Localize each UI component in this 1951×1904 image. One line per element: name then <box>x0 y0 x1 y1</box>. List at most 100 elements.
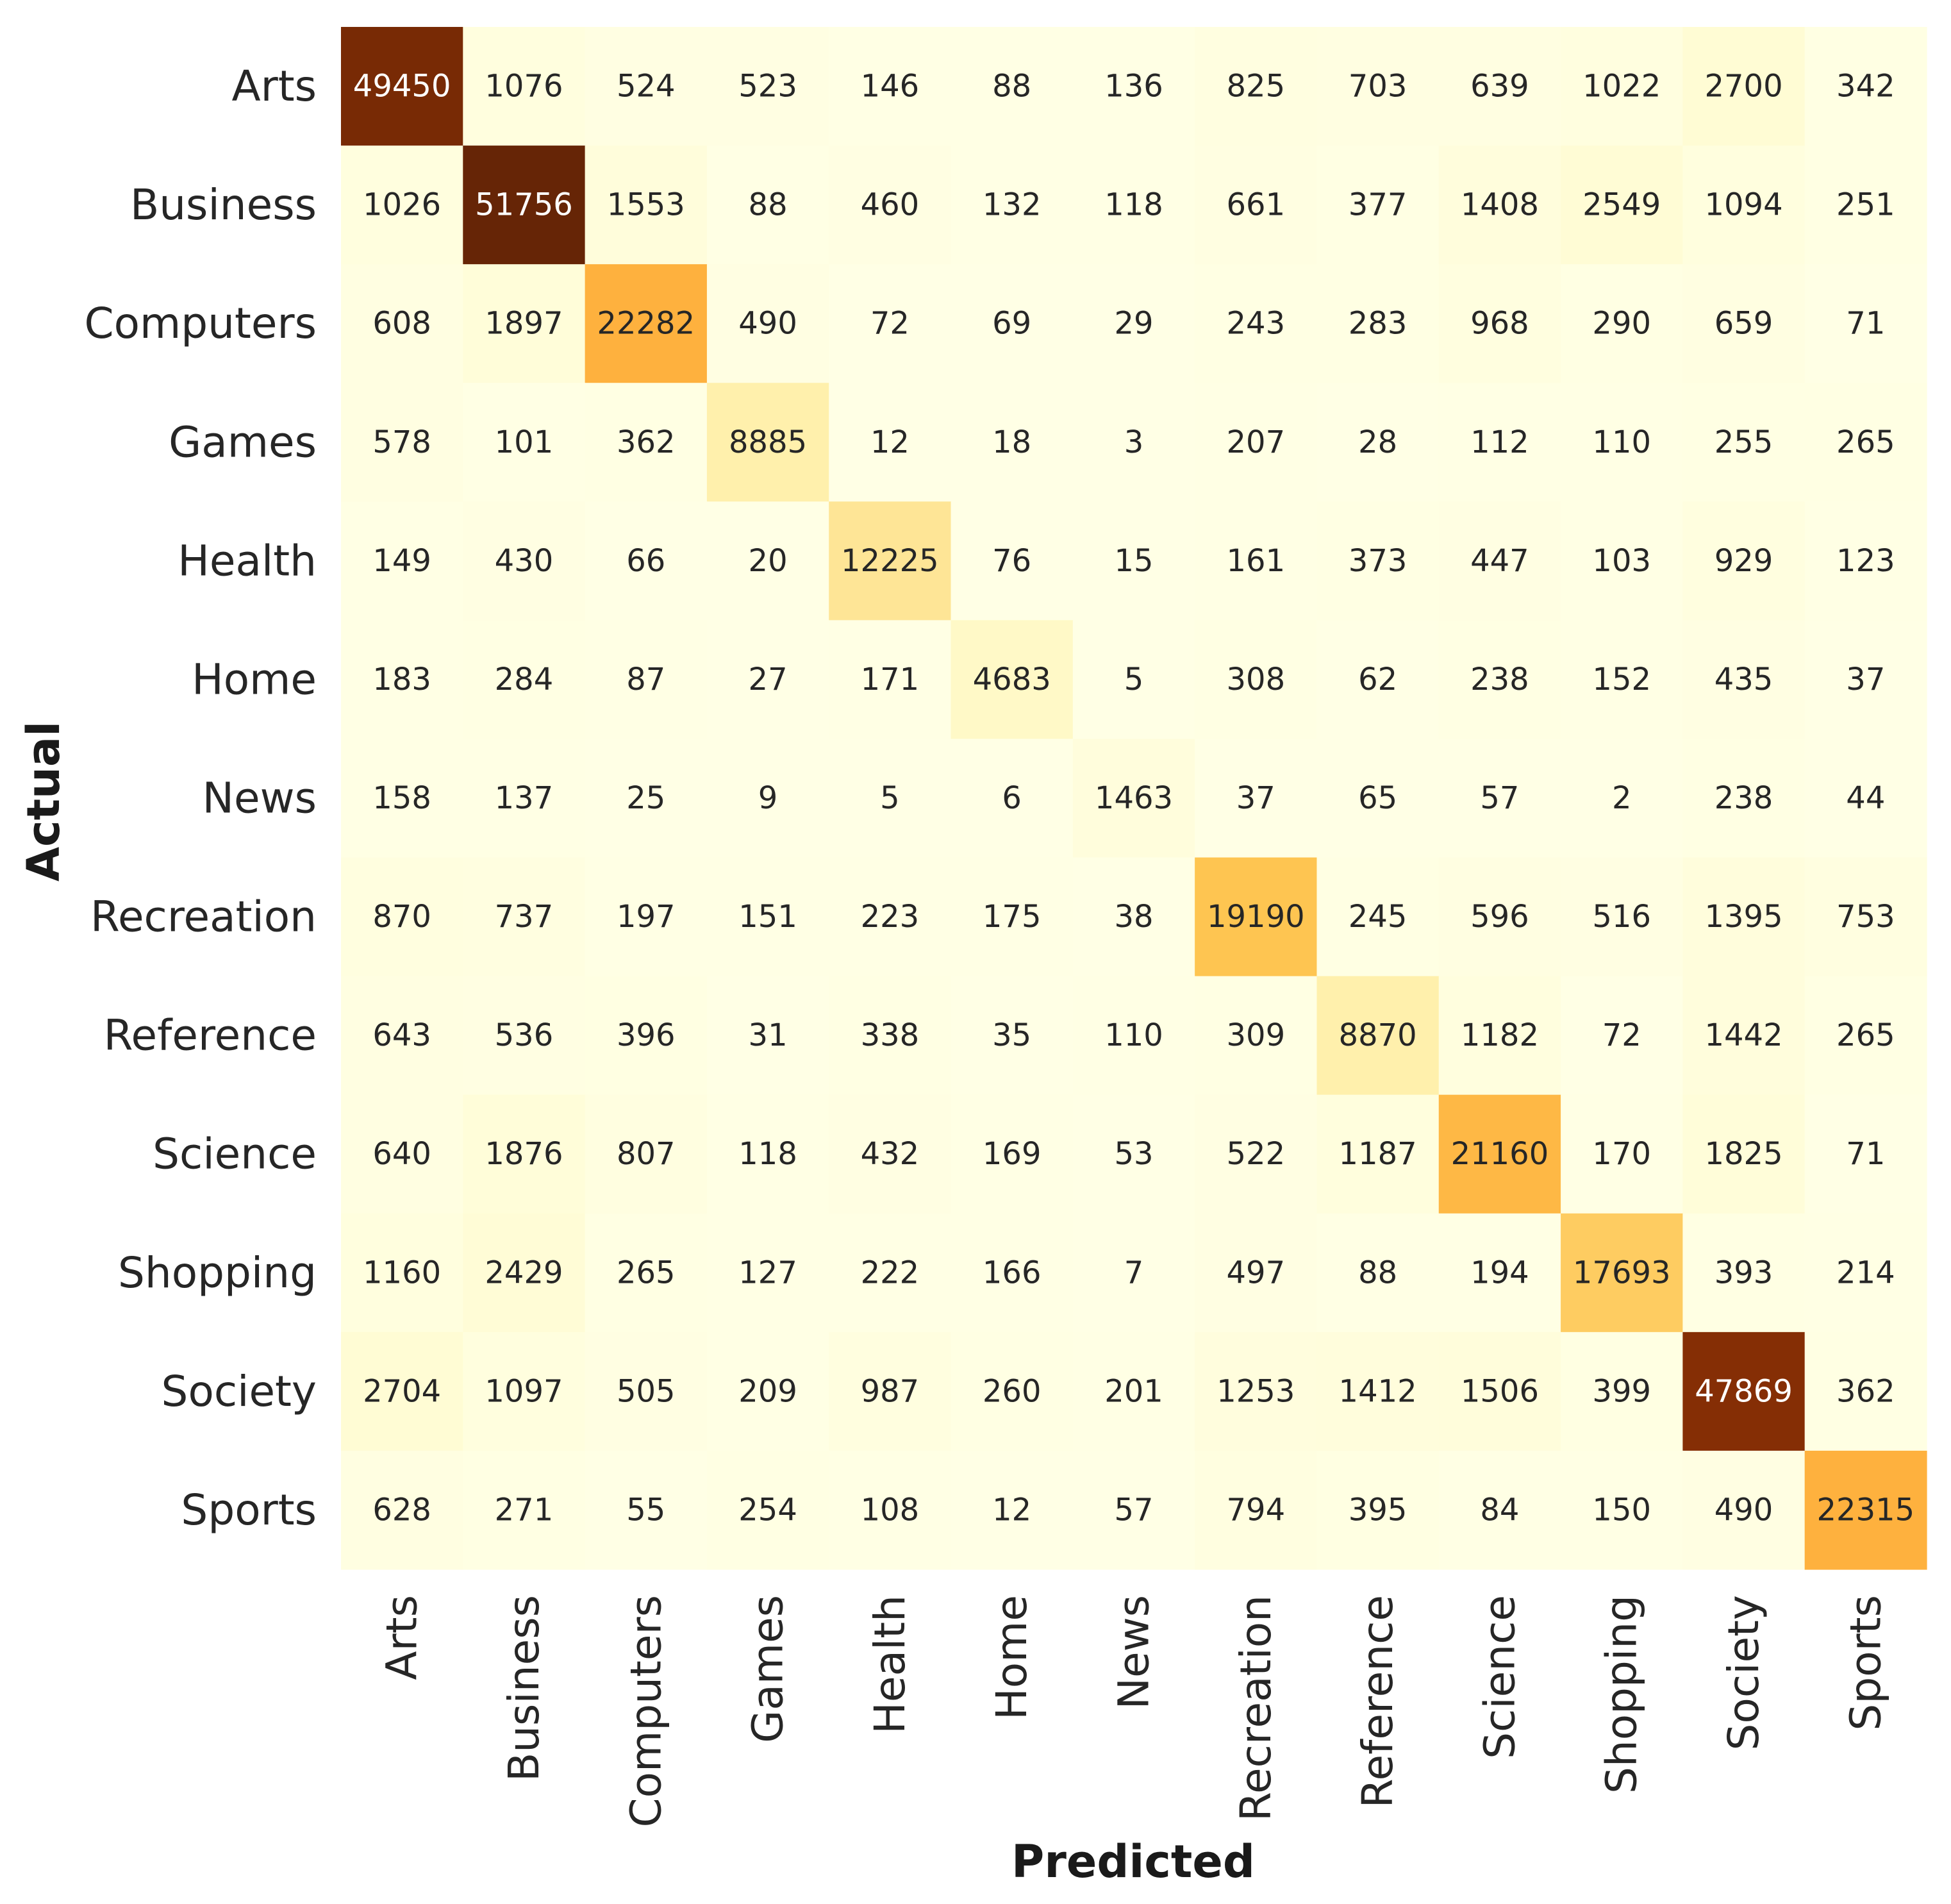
cell-value-label: 1094 <box>1704 187 1782 223</box>
cell-value-label: 22315 <box>1816 1492 1914 1528</box>
cell-value-label: 201 <box>1104 1373 1163 1409</box>
cell-value-label: 870 <box>372 899 431 935</box>
heatmap-cell-society-recreation <box>1195 1332 1318 1451</box>
cell-value-label: 137 <box>495 780 554 816</box>
heatmap-cell-health-sports <box>1804 501 1927 621</box>
cell-value-label: 183 <box>372 662 431 697</box>
heatmap-cell-arts-health <box>829 27 952 146</box>
heatmap-cell-business-games <box>706 146 829 265</box>
heatmap-cell-reference-science <box>1438 976 1561 1096</box>
cell-value-label: 1506 <box>1461 1373 1539 1409</box>
y-tick-label: Society <box>162 1367 317 1416</box>
heatmap-cell-reference-business <box>463 976 586 1096</box>
heatmap-cell-news-shopping <box>1561 739 1683 858</box>
cell-value-label: 69 <box>992 306 1031 342</box>
heatmap-cell-recreation-society <box>1682 857 1806 977</box>
cell-value-label: 2549 <box>1582 187 1661 223</box>
heatmap-cell-sports-recreation <box>1195 1450 1318 1570</box>
heatmap-cell-news-computers <box>585 739 708 858</box>
heatmap-cell-health-society <box>1682 501 1806 621</box>
heatmap-cell-games-science <box>1438 383 1561 502</box>
heatmap-cell-home-shopping <box>1561 620 1683 740</box>
cell-value-label: 639 <box>1470 69 1529 104</box>
heatmap-cell-arts-reference <box>1316 27 1440 146</box>
cell-value-label: 432 <box>861 1136 920 1172</box>
x-tick-label: Home <box>987 1595 1036 1720</box>
cell-value-label: 71 <box>1846 306 1885 342</box>
cell-value-label: 490 <box>1714 1492 1773 1528</box>
cell-value-label: 522 <box>1226 1136 1285 1172</box>
cell-value-label: 737 <box>495 899 554 935</box>
heatmap-cell-news-recreation <box>1195 739 1318 858</box>
cell-value-label: 25 <box>626 780 665 816</box>
heatmap-cell-recreation-sports <box>1804 857 1927 977</box>
cell-value-label: 265 <box>1836 424 1895 460</box>
heatmap-cell-reference-shopping <box>1561 976 1683 1096</box>
heatmap-cell-shopping-home <box>951 1213 1074 1333</box>
cell-value-label: 1408 <box>1461 187 1539 223</box>
heatmap-cell-business-arts <box>341 146 463 265</box>
cell-value-label: 37 <box>1846 662 1885 697</box>
heatmap-cell-health-computers <box>585 501 708 621</box>
cell-value-label: 254 <box>738 1492 797 1528</box>
heatmap-cell-shopping-games <box>706 1213 829 1333</box>
heatmap-cell-home-recreation <box>1195 620 1318 740</box>
cell-value-label: 490 <box>738 306 797 342</box>
cell-value-label: 20 <box>749 543 788 579</box>
cell-value-label: 8870 <box>1339 1017 1417 1053</box>
heatmap-cell-news-arts <box>341 739 463 858</box>
y-tick-label: Games <box>169 417 317 467</box>
heatmap-cell-home-science <box>1438 620 1561 740</box>
heatmap-cell-sports-science <box>1438 1450 1561 1570</box>
y-tick-labels: Arts Business Computers Games Health Home News… <box>85 62 317 1535</box>
cell-value-label: 88 <box>992 69 1031 104</box>
cell-value-label: 661 <box>1226 187 1285 223</box>
cell-value-label: 265 <box>617 1255 676 1290</box>
cell-value-label: 271 <box>495 1492 554 1528</box>
heatmap-cell-sports-games <box>706 1450 829 1570</box>
heatmap-cell-society-business <box>463 1332 586 1451</box>
heatmap-cell-shopping-news <box>1072 1213 1195 1333</box>
heatmap-cell-shopping-arts <box>341 1213 463 1333</box>
heatmap-cell-shopping-science <box>1438 1213 1561 1333</box>
cell-value-label: 57 <box>1480 780 1519 816</box>
cell-value-label: 6 <box>1002 780 1022 816</box>
cell-value-label: 28 <box>1358 424 1397 460</box>
cell-value-label: 150 <box>1592 1492 1651 1528</box>
cell-value-label: 536 <box>495 1017 554 1053</box>
heatmap-cell-games-computers <box>585 383 708 502</box>
heatmap-cell-arts-home <box>951 27 1074 146</box>
cell-value-label: 49450 <box>353 69 451 104</box>
cell-value-label: 151 <box>738 899 797 935</box>
heatmap-cell-home-sports <box>1804 620 1927 740</box>
heatmap-cell-news-news <box>1072 739 1195 858</box>
cell-value-label: 7 <box>1124 1255 1144 1290</box>
cell-value-label: 15 <box>1114 543 1153 579</box>
cell-value-label: 987 <box>861 1373 920 1409</box>
heatmap-cell-business-home <box>951 146 1074 265</box>
cell-value-label: 396 <box>617 1017 676 1053</box>
x-tick-label: Arts <box>378 1595 427 1680</box>
heatmap-cell-shopping-recreation <box>1195 1213 1318 1333</box>
heatmap-cell-news-health <box>829 739 952 858</box>
heatmap-cell-games-sports <box>1804 383 1927 502</box>
heatmap-cell-science-society <box>1682 1094 1806 1214</box>
cell-value-label: 194 <box>1470 1255 1529 1290</box>
x-tick-label: Science <box>1475 1595 1524 1759</box>
cell-value-label: 222 <box>861 1255 920 1290</box>
heatmap-cell-recreation-shopping <box>1561 857 1683 977</box>
cell-value-label: 110 <box>1592 424 1651 460</box>
heatmap-cell-sports-news <box>1072 1450 1195 1570</box>
heatmap-cell-reference-computers <box>585 976 708 1096</box>
cell-value-label: 290 <box>1592 306 1651 342</box>
cell-value-label: 223 <box>861 899 920 935</box>
cell-value-label: 209 <box>738 1373 797 1409</box>
heatmap-cell-news-business <box>463 739 586 858</box>
heatmap-cell-computers-reference <box>1316 264 1440 383</box>
cell-value-label: 825 <box>1226 69 1285 104</box>
cell-value-label: 72 <box>1602 1017 1641 1053</box>
cell-value-label: 260 <box>983 1373 1042 1409</box>
x-tick-label: Shopping <box>1597 1595 1647 1794</box>
x-tick-label: Business <box>499 1595 549 1782</box>
heatmap-cell-computers-home <box>951 264 1074 383</box>
